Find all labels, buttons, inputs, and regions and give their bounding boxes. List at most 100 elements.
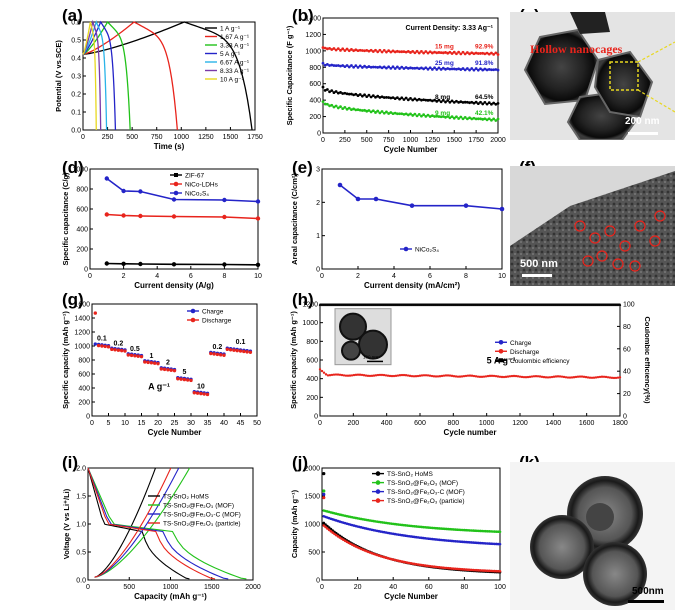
x-tick-label: 10 — [498, 273, 506, 280]
ce-point — [402, 304, 406, 307]
ce-point — [540, 304, 544, 307]
discharge-point — [358, 373, 362, 376]
discharge-point — [502, 375, 506, 379]
discharge-point — [228, 348, 233, 352]
x-tick-label: 25 — [171, 420, 179, 427]
cycling-point-2 — [365, 95, 369, 99]
ce-point — [550, 304, 554, 307]
discharge-point — [113, 348, 117, 352]
discharge-point — [570, 376, 574, 379]
cycling-point-0 — [365, 48, 369, 52]
cycling-point-0 — [435, 51, 439, 55]
cycling-point-3 — [336, 106, 340, 110]
discharge-point — [512, 374, 516, 378]
discharge-point — [318, 368, 322, 371]
ce-point — [418, 304, 422, 307]
cycling-point-2 — [339, 91, 342, 94]
rate-label-1: 0.2 — [114, 340, 124, 347]
cycling-point-1 — [380, 66, 384, 70]
cycling-point-0 — [347, 49, 351, 53]
rate-label-3: 1 — [149, 353, 153, 360]
discharge-point — [176, 377, 180, 381]
cycling-point-3 — [474, 117, 478, 121]
discharge-point — [606, 376, 610, 379]
ce-point — [430, 304, 434, 307]
ce-point — [410, 304, 414, 307]
discharge-point — [380, 373, 384, 377]
discharge-point — [424, 374, 428, 377]
legend-a-0-label: 1 A g⁻¹ — [220, 26, 241, 33]
cycling-point-0 — [395, 49, 399, 53]
ce-point — [606, 304, 610, 307]
cycling-point-0 — [343, 49, 347, 52]
cycling-point-1 — [395, 65, 399, 69]
cycling-point-3 — [465, 117, 469, 121]
cycling-point-3 — [470, 117, 474, 121]
discharge-point — [444, 374, 448, 377]
cycling-point-3 — [411, 114, 415, 117]
discharge-point — [554, 375, 558, 378]
rate-label-4: 2 — [166, 360, 170, 367]
ce-point — [346, 304, 350, 307]
panel-label-d: (d) — [62, 158, 84, 177]
discharge-point — [356, 373, 360, 376]
cycling-point-1 — [457, 67, 461, 71]
legend-g-1-label: Discharge — [202, 318, 232, 325]
x-tick-label: 60 — [425, 584, 433, 591]
cycling-point-3 — [476, 117, 480, 121]
chart-i-charge-discharge-profiles: 0 500 1000 1500 2000 0.0 0.5 1.0 1.5 2.0 Capacity … — [62, 466, 261, 602]
cycling-point-3 — [485, 118, 489, 122]
gcd-curve-3 — [82, 20, 117, 131]
cycling-point-3 — [472, 116, 476, 120]
y-tick-label: 200 — [309, 114, 321, 121]
cycling-point-3 — [369, 110, 373, 114]
x-tick-label: 6 — [428, 273, 432, 280]
y-tick-label: 500 — [308, 550, 320, 557]
cycling-point-3 — [479, 117, 482, 121]
cycling-point-0 — [409, 51, 412, 54]
cycling-point-1 — [354, 64, 358, 68]
discharge-point — [332, 373, 336, 376]
cycling-point-3 — [352, 107, 356, 111]
ce-point — [424, 304, 428, 307]
cycling-point-2 — [369, 95, 373, 99]
cycling-point-2 — [360, 94, 364, 98]
cycling-point-1 — [455, 67, 458, 71]
cycling-point-1 — [376, 65, 380, 69]
cycling-point-0 — [411, 49, 415, 53]
ce-point — [400, 304, 404, 307]
discharge-point — [610, 376, 614, 380]
ce-point — [466, 304, 470, 307]
cycling-point-0 — [415, 49, 419, 53]
cycling-point-1 — [444, 67, 447, 71]
inset-sphere — [341, 340, 361, 361]
discharge-point — [608, 376, 612, 379]
y-tick-label: 0.5 — [71, 38, 81, 45]
cycling-point-1 — [439, 68, 443, 71]
inset-sphere — [358, 329, 388, 360]
cycling-point-1 — [494, 68, 498, 71]
ce-point — [394, 304, 398, 307]
cycling-point-0 — [406, 50, 410, 53]
y-tick-label: 0.3 — [71, 74, 81, 81]
cycling-point-1 — [490, 68, 493, 72]
ce-point — [566, 304, 570, 307]
cycling-point-3 — [461, 117, 465, 121]
cycling-point-0 — [323, 46, 327, 50]
x-axis-label: Cycle Number — [148, 428, 202, 437]
cycling-point-3 — [492, 117, 496, 121]
inset-scale-bar — [367, 360, 383, 363]
cycling-point-2 — [490, 102, 493, 106]
legend-h-0-marker — [498, 339, 504, 345]
ce-point — [506, 304, 510, 307]
cycling-point-1 — [332, 64, 336, 67]
legend-j-3-label: TS-SnO₂@Fe₂O₃ (particle) — [387, 498, 465, 505]
cycling-point-2 — [330, 89, 334, 93]
ce-point — [496, 304, 500, 307]
legend-j-1-label: TS-SnO₂@Fe₂O₃ (MOF) — [387, 480, 458, 487]
x-tick-label: 8 — [464, 273, 468, 280]
legend-d-1-label: NiCo-LDHs — [185, 182, 219, 189]
cycling-point-3 — [402, 112, 406, 116]
x-tick-label: 1400 — [546, 420, 562, 427]
